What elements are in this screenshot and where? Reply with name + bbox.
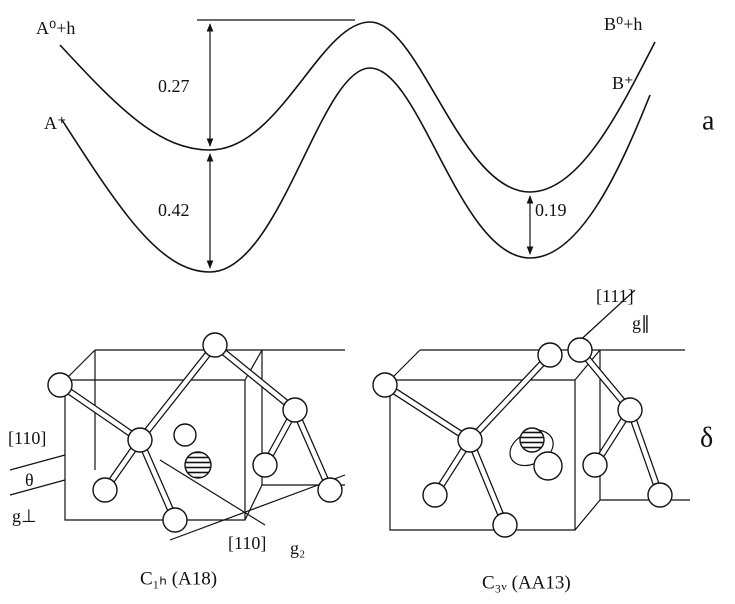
energy-diagram: A⁰+h B⁰+h A⁺ B⁺ 0.27 0.42 0.19 a	[36, 14, 715, 272]
curve-label: A⁺	[44, 113, 67, 133]
axis-label: [111]	[596, 286, 634, 306]
curve-label: B⁺	[612, 73, 634, 93]
gap-label: 0.42	[158, 200, 190, 220]
figure: A⁰+h B⁰+h A⁺ B⁺ 0.27 0.42 0.19 a	[0, 0, 735, 604]
angle-label: θ	[25, 470, 34, 490]
axis-label: [110]	[8, 428, 46, 448]
axis-label: g₂	[290, 538, 305, 558]
panel-label: a	[702, 105, 715, 136]
axis-label: g∥	[632, 313, 650, 333]
lower-curve	[62, 68, 650, 272]
panel-label: δ	[700, 422, 713, 453]
caption: C₁ₕ (A18)	[140, 568, 217, 589]
curve-label: A⁰+h	[36, 18, 75, 38]
gap-label: 0.19	[535, 200, 567, 220]
upper-curve	[60, 22, 655, 192]
curve-label: B⁰+h	[604, 14, 642, 34]
caption: C₃ᵥ (AA13)	[482, 572, 571, 593]
crystal-right: [111] g∥ C₃ᵥ (AA13) δ	[373, 286, 713, 593]
gap-label: 0.27	[158, 76, 190, 96]
axis-label: [110]	[228, 533, 266, 553]
crystal-left: [110] θ g⊥ [110] g₂ C₁ₕ (A18)	[8, 333, 345, 589]
axis-label: g⊥	[12, 506, 37, 526]
